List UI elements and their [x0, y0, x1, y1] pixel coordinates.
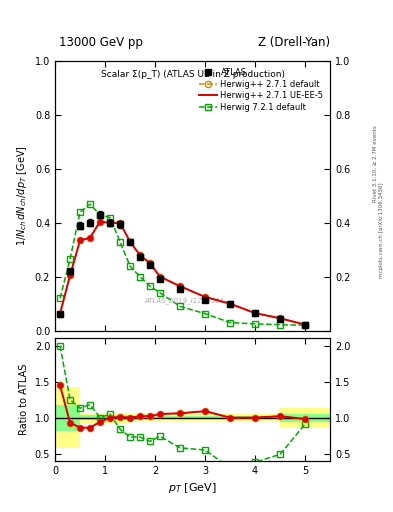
Bar — [230, 416, 280, 419]
Legend: ATLAS, Herwig++ 2.7.1 default, Herwig++ 2.7.1 UE-EE-5, Herwig 7.2.1 default: ATLAS, Herwig++ 2.7.1 default, Herwig++ … — [196, 66, 326, 114]
Text: Scalar Σ(p_T) (ATLAS UE in Z production): Scalar Σ(p_T) (ATLAS UE in Z production) — [101, 70, 285, 78]
Bar — [230, 414, 280, 421]
Bar — [130, 416, 180, 419]
Text: mcplots.cern.ch [arXiv:1306.3436]: mcplots.cern.ch [arXiv:1306.3436] — [380, 183, 384, 278]
Bar — [180, 416, 230, 419]
X-axis label: $p_T$ [GeV]: $p_T$ [GeV] — [168, 481, 217, 495]
Bar — [55, 388, 80, 448]
Y-axis label: Ratio to ATLAS: Ratio to ATLAS — [19, 364, 29, 435]
Text: Rivet 3.1.10, ≥ 2.7M events: Rivet 3.1.10, ≥ 2.7M events — [373, 125, 377, 202]
Bar — [130, 414, 180, 421]
Bar — [55, 404, 80, 431]
Bar — [80, 413, 130, 422]
Text: ATLAS_2019_I1736531: ATLAS_2019_I1736531 — [144, 297, 224, 304]
Text: Z (Drell-Yan): Z (Drell-Yan) — [258, 36, 330, 49]
Bar — [80, 415, 130, 420]
Text: 13000 GeV pp: 13000 GeV pp — [59, 36, 143, 49]
Y-axis label: $1/N_{ch}\,dN_{ch}/dp_T$ [GeV]: $1/N_{ch}\,dN_{ch}/dp_T$ [GeV] — [15, 145, 29, 246]
Bar — [280, 414, 330, 421]
Bar — [280, 408, 330, 428]
Bar — [180, 414, 230, 421]
